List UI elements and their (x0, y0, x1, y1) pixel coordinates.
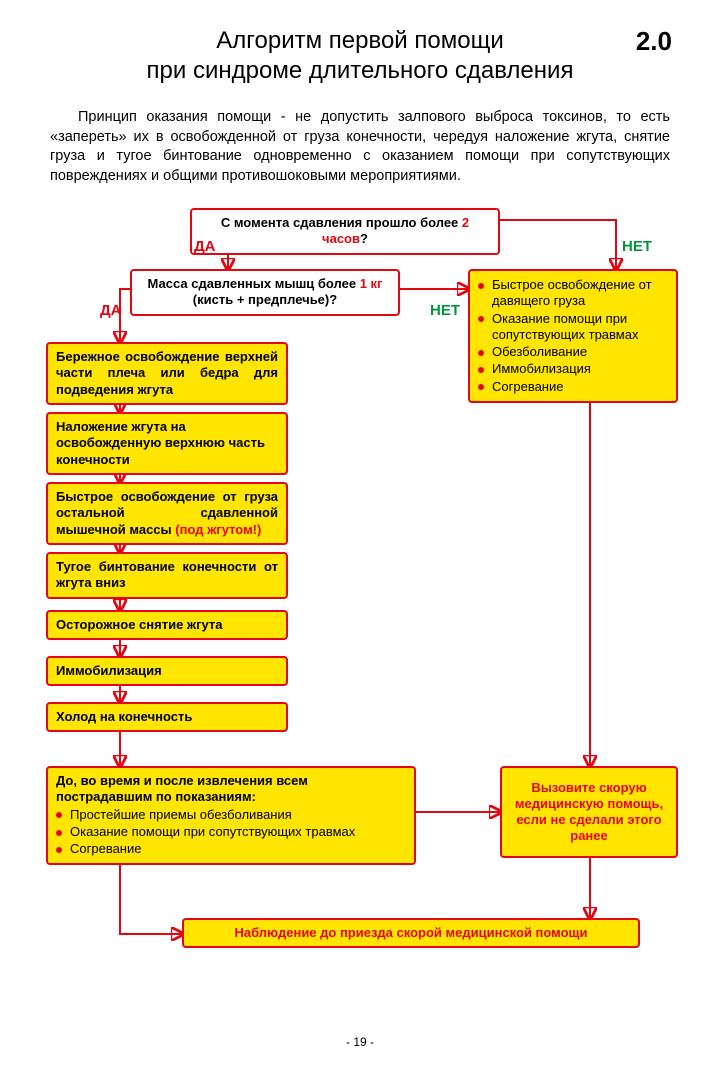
label-no-1: НЕТ (622, 238, 652, 255)
step-5: Осторожное снятие жгута (46, 610, 288, 640)
list-item: Оказание помощи при сопутствующих травма… (56, 824, 406, 840)
step-4: Тугое бинтование конечности от жгута вни… (46, 552, 288, 599)
list-item: Оказание помощи при сопутствующих травма… (478, 311, 668, 344)
decision-time: С момента сдавления прошло более 2 часов… (190, 208, 500, 255)
q2-highlight: 1 кг (360, 276, 383, 291)
label-yes-2: ДА (100, 302, 122, 319)
indications-head: До, во время и после извлечения всем пос… (56, 773, 406, 806)
q2-line2: (кисть + предплечье)? (140, 292, 390, 308)
call-ambulance-text: Вызовите скорую медицинскую помощь, если… (510, 780, 668, 845)
observation-box: Наблюдение до приезда скорой медицинской… (182, 918, 640, 948)
intro-paragraph: Принцип оказания помощи - не допустить з… (50, 108, 670, 186)
step-1: Бережное освобождение верхней части плеч… (46, 342, 288, 405)
call-ambulance-box: Вызовите скорую медицинскую помощь, если… (500, 766, 678, 858)
list-item: Иммобилизация (478, 361, 668, 377)
list-item: Согревание (478, 379, 668, 395)
label-yes-1: ДА (194, 238, 216, 255)
step-7: Холод на конечность (46, 702, 288, 732)
quick-release-box: Быстрое освобождение от давящего груза О… (468, 269, 678, 403)
list-item: Простейшие приемы обезболивания (56, 807, 406, 823)
title-line-1: Алгоритм первой помощи (0, 26, 720, 56)
step-3-highlight: (под жгутом!) (175, 522, 261, 537)
indications-list: Простейшие приемы обезболивания Оказание… (56, 807, 406, 858)
page: 2.0 Алгоритм первой помощи при синдроме … (0, 0, 720, 1065)
label-no-2: НЕТ (430, 302, 460, 319)
step-6: Иммобилизация (46, 656, 288, 686)
observation-text: Наблюдение до приезда скорой медицинской… (234, 925, 587, 940)
q1-post: ? (360, 231, 368, 246)
q2-pre: Масса сдавленных мышц более (148, 276, 360, 291)
title-line-2: при синдроме длительного сдавления (0, 56, 720, 86)
q1-pre: С момента сдавления прошло более (221, 215, 462, 230)
step-2: Наложение жгута на освобожденную верхнюю… (46, 412, 288, 475)
page-number: - 19 - (0, 1035, 720, 1049)
list-item: Обезболивание (478, 344, 668, 360)
indications-box: До, во время и после извлечения всем пос… (46, 766, 416, 865)
quick-release-list: Быстрое освобождение от давящего груза О… (478, 277, 668, 395)
intro-text: Принцип оказания помощи - не допустить з… (50, 109, 670, 184)
page-title: Алгоритм первой помощи при синдроме длит… (0, 26, 720, 86)
list-item: Быстрое освобождение от давящего груза (478, 277, 668, 310)
step-3: Быстрое освобождение от груза остальной … (46, 482, 288, 545)
list-item: Согревание (56, 841, 406, 857)
decision-mass: Масса сдавленных мышц более 1 кг (кисть … (130, 269, 400, 316)
